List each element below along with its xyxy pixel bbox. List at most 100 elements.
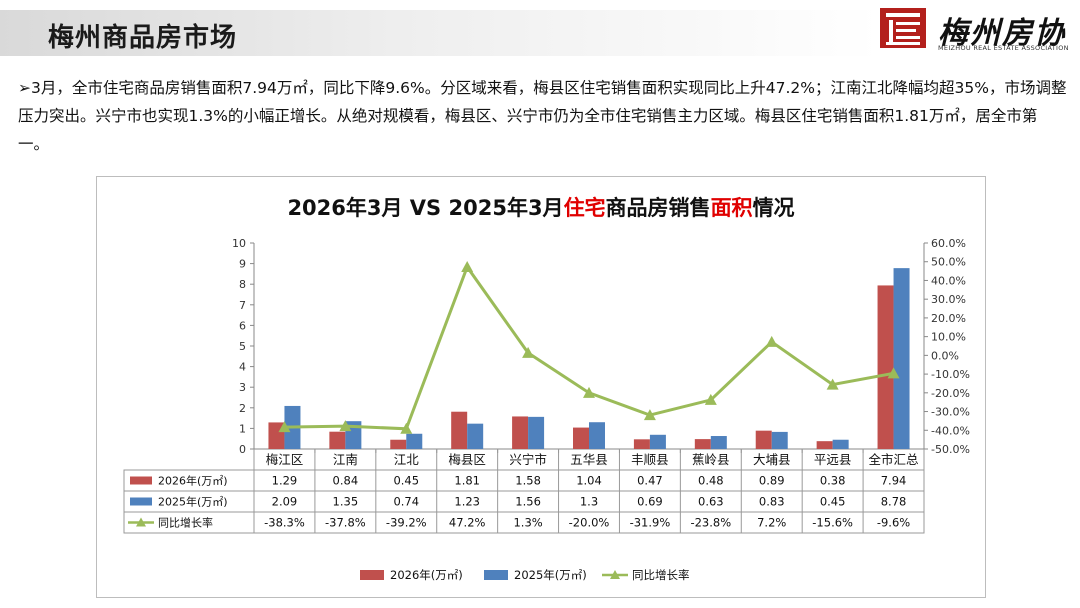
legend-label: 2026年(万㎡)	[390, 568, 463, 582]
right-axis-tick-label: -20.0%	[931, 387, 970, 400]
bar-2025	[649, 434, 666, 449]
table-cell-value: 0.38	[820, 474, 846, 488]
table-cell-value: 0.74	[393, 495, 419, 509]
table-cell-value: 0.83	[759, 495, 785, 509]
table-cell-value: 1.56	[515, 495, 541, 509]
table-cell-value: 1.29	[272, 474, 298, 488]
growth-rate-point	[765, 335, 778, 347]
chart-title-part3: 商品房销售	[606, 196, 711, 220]
plot-area: 0 1 2 3 4 5 6 7 8 9 10 -50.0% -40.0% -30.0% -20.0% -10.…	[123, 237, 970, 582]
left-axis-tick-label: 7	[239, 299, 246, 312]
left-axis-tick-label: 4	[239, 361, 246, 374]
growth-rate-point	[461, 260, 474, 272]
table-cell-value: 1.3	[580, 495, 598, 509]
table-cell-value: 7.2%	[757, 516, 786, 530]
bar-2026	[329, 431, 346, 449]
left-axis-tick-label: 10	[232, 237, 246, 250]
table-cell-value: 1.58	[515, 474, 541, 488]
left-axis-tick-label: 9	[239, 258, 246, 271]
table-cell-value: -38.3%	[264, 516, 305, 530]
table-cell-value: 1.81	[454, 474, 480, 488]
table-cell-value: 8.78	[881, 495, 907, 509]
x-axis-category-label: 全市汇总	[869, 452, 919, 467]
left-axis-tick-label: 3	[239, 381, 246, 394]
x-axis-category-label: 蕉岭县	[692, 452, 730, 467]
table-cell-value: 0.45	[393, 474, 419, 488]
table-cell-value: 47.2%	[449, 516, 486, 530]
table-cell-value: -39.2%	[386, 516, 427, 530]
chart-title-part5: 情况	[753, 196, 795, 220]
bullet-marker: ➢	[18, 79, 31, 97]
bar-2025	[467, 423, 484, 449]
chart-title: 2026年3月 VS 2025年3月住宅商品房销售面积情况	[287, 196, 794, 220]
bar-2026	[755, 430, 772, 449]
x-axis-category-label: 五华县	[570, 452, 608, 467]
table-cell-value: 0.48	[698, 474, 724, 488]
bar-2025	[832, 439, 849, 449]
x-axis-category-label: 兴宁市	[509, 452, 547, 467]
page-header: 梅州商品房市场 梅州房协 MEIZHOU REAL ESTATE ASSOCIA…	[0, 0, 1080, 66]
x-axis-category-label: 江南	[333, 452, 358, 467]
bar-2025	[771, 431, 788, 449]
right-axis-tick-label: 60.0%	[931, 237, 966, 250]
legend-key	[360, 570, 384, 580]
bar-2025	[528, 416, 545, 449]
table-cell-value: 2.09	[272, 495, 298, 509]
left-axis-tick-label: 8	[239, 278, 246, 291]
growth-rate-point	[339, 420, 352, 432]
table-legend-key-marker	[136, 517, 146, 527]
table-series-name: 2026年(万㎡)	[158, 474, 228, 488]
table-cell-value: -20.0%	[569, 516, 610, 530]
table-cell-value: 0.89	[759, 474, 785, 488]
table-cell-value: -9.6%	[877, 516, 910, 530]
chart-title-part4: 面积	[711, 196, 753, 220]
right-axis-tick-label: 30.0%	[931, 293, 966, 306]
bar-2025	[710, 436, 727, 449]
logo-subtext: MEIZHOU REAL ESTATE ASSOCIATION	[938, 44, 1069, 52]
legend-key	[484, 570, 508, 580]
bar-2025	[406, 433, 423, 449]
bar-2026	[573, 427, 589, 449]
growth-rate-point	[643, 409, 656, 421]
table-series-name: 同比增长率	[158, 516, 213, 530]
table-cell-value: 0.69	[637, 495, 663, 509]
chart-frame: 2026年3月 VS 2025年3月住宅商品房销售面积情况 0 1 2 3 4 5 6 7 8 9…	[96, 176, 986, 598]
summary-paragraph: ➢3月，全市住宅商品房销售面积7.94万㎡，同比下降9.6%。分区域来看，梅县区…	[18, 74, 1068, 158]
left-axis-tick-label: 1	[239, 422, 246, 435]
table-legend-key	[130, 497, 152, 506]
table-cell-value: -23.8%	[690, 516, 731, 530]
bar-2025	[589, 422, 605, 449]
x-axis-category-label: 梅县区	[448, 452, 486, 467]
table-cell-value: 0.45	[820, 495, 846, 509]
bar-2026	[816, 441, 833, 449]
right-axis-tick-label: 40.0%	[931, 274, 966, 287]
bar-2026	[633, 439, 650, 449]
bar-2026	[512, 416, 529, 449]
left-axis-tick-label: 5	[239, 340, 246, 353]
table-cell-value: 1.04	[576, 474, 602, 488]
right-axis-tick-label: -50.0%	[931, 443, 970, 456]
table-cell-value: 0.63	[698, 495, 724, 509]
table-cell-value: -15.6%	[812, 516, 853, 530]
left-axis-tick-label: 6	[239, 319, 246, 332]
summary-text: 3月，全市住宅商品房销售面积7.94万㎡，同比下降9.6%。分区域来看，梅县区住…	[18, 79, 1067, 153]
table-cell-value: 0.47	[637, 474, 663, 488]
table-legend-key	[130, 476, 152, 485]
logo-text: 梅州房协	[938, 16, 1066, 51]
table-cell-value: 1.23	[454, 495, 480, 509]
growth-rate-point	[583, 386, 595, 398]
right-axis-tick-label: 0.0%	[931, 349, 959, 362]
right-axis-tick-label: 20.0%	[931, 312, 966, 325]
x-axis-category-label: 大埔县	[753, 452, 791, 467]
left-axis-tick-label: 2	[239, 402, 246, 415]
legend-label: 2025年(万㎡)	[514, 568, 587, 582]
right-axis-tick-label: -40.0%	[931, 424, 970, 437]
x-axis-category-label: 平远县	[814, 452, 852, 467]
growth-rate-point	[887, 367, 900, 379]
association-logo: 梅州房协 MEIZHOU REAL ESTATE ASSOCIATION	[880, 6, 1076, 54]
chart-title-part1: 2026年3月 VS 2025年3月	[287, 196, 563, 220]
table-cell-value: -37.8%	[325, 516, 366, 530]
sales-area-chart: 2026年3月 VS 2025年3月住宅商品房销售面积情况 0 1 2 3 4 5 6 7 8 9…	[123, 196, 970, 582]
growth-rate-point	[400, 422, 413, 434]
growth-rate-line	[284, 263, 894, 431]
